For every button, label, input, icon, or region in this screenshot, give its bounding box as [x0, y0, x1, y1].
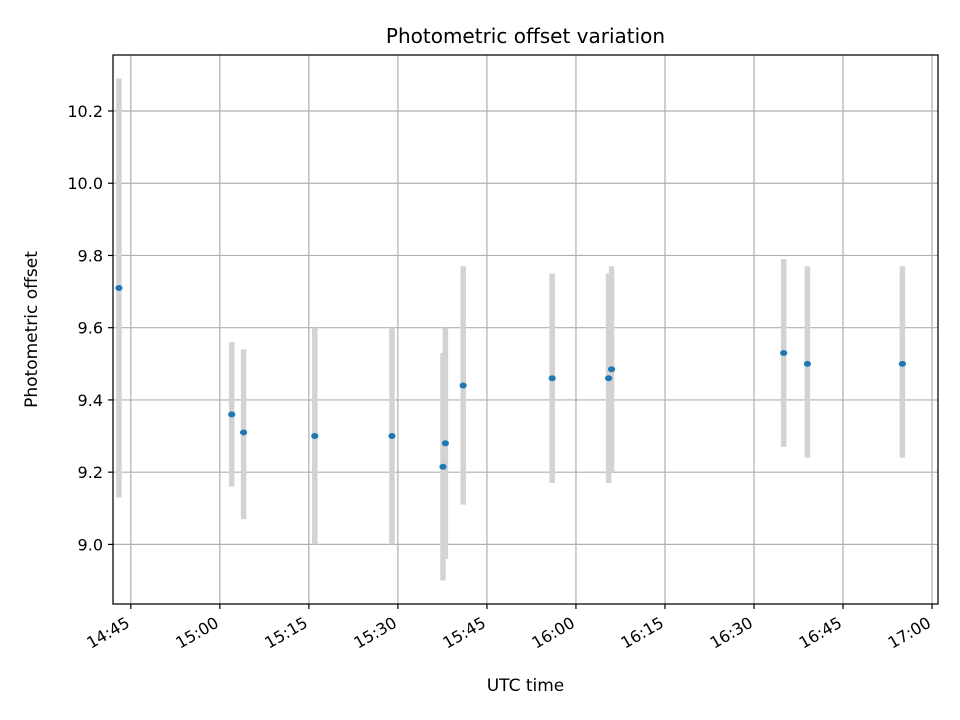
x-tick-label: 15:30 [350, 613, 399, 653]
chart-title: Photometric offset variation [386, 24, 665, 48]
x-axis-ticks: 14:45 15:00 15:15 15:30 15:45 16:00 16:15 16:30… [83, 604, 934, 653]
data-point [803, 360, 812, 367]
x-tick-label: 15:00 [172, 613, 221, 653]
x-tick-label: 15:45 [439, 613, 488, 653]
y-axis-ticks: 9.0 9.2 9.4 9.6 9.8 10.0 10.2 [67, 102, 113, 554]
data-points [115, 284, 906, 470]
x-tick-label: 17:00 [885, 613, 934, 653]
data-point [441, 440, 449, 447]
data-point [898, 360, 906, 367]
y-tick-label: 9.2 [78, 463, 103, 482]
data-point [607, 366, 616, 373]
data-point [604, 375, 613, 382]
x-tick-label: 16:15 [618, 613, 667, 653]
y-tick-label: 10.0 [67, 174, 103, 193]
x-tick-label: 16:45 [796, 613, 845, 653]
error-bars [116, 78, 906, 581]
data-point [311, 433, 319, 440]
y-tick-label: 9.8 [78, 246, 103, 265]
data-point [439, 463, 447, 470]
x-tick-label: 14:45 [83, 613, 132, 653]
x-tick-label: 16:30 [707, 613, 756, 653]
data-point [548, 375, 556, 382]
data-point [239, 429, 248, 436]
y-tick-label: 9.4 [78, 391, 103, 410]
x-axis-label: UTC time [487, 676, 565, 696]
data-point [459, 382, 467, 389]
data-point [228, 411, 236, 418]
data-point [780, 349, 788, 356]
y-tick-label: 10.2 [67, 102, 103, 121]
x-tick-label: 15:15 [261, 613, 310, 653]
y-tick-label: 9.6 [78, 319, 103, 338]
data-point [115, 284, 123, 291]
grid [113, 55, 938, 604]
y-axis-label: Photometric offset [22, 251, 42, 408]
plot-frame [112, 54, 939, 605]
y-tick-label: 9.0 [78, 535, 103, 554]
x-tick-label: 16:00 [529, 613, 578, 653]
data-point [388, 433, 396, 440]
